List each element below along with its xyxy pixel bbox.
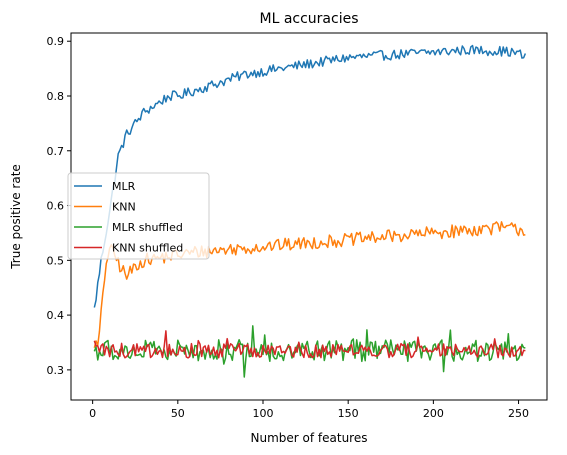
y-tick-label: 0.7 — [47, 145, 65, 158]
legend-label-knn-shuffled: KNN shuffled — [112, 242, 183, 255]
y-tick-label: 0.3 — [47, 364, 65, 377]
x-tick-label: 0 — [89, 407, 96, 420]
legend-label-mlr-shuffled: MLR shuffled — [112, 221, 183, 234]
y-tick-label: 0.5 — [47, 254, 65, 267]
x-axis-title: Number of features — [251, 431, 368, 445]
chart-title: ML accuracies — [259, 11, 358, 27]
legend-label-knn: KNN — [112, 201, 136, 214]
axes-layer: 0 50 100 150 200 250 0.3 0.4 0.5 0.6 0.7 0.8 0.9 — [47, 35, 530, 420]
x-tick-label: 150 — [338, 407, 359, 420]
legend-label-mlr: MLR — [112, 180, 136, 193]
y-tick-label: 0.4 — [47, 309, 65, 322]
legend: MLR KNN MLR shuffled KNN shuffled — [67, 172, 210, 260]
x-tick-label: 200 — [423, 407, 444, 420]
y-tick-label: 0.8 — [47, 90, 65, 103]
x-tick-label: 100 — [253, 407, 274, 420]
series-line-mlr — [93, 44, 527, 308]
y-tick-label: 0.9 — [47, 35, 65, 48]
x-tick-label: 250 — [508, 407, 529, 420]
y-axis-title: True positive rate — [9, 164, 23, 270]
series-line-knn-shuffled — [93, 330, 526, 359]
x-tick-label: 50 — [171, 407, 185, 420]
y-tick-label: 0.6 — [47, 200, 65, 213]
legend-box — [67, 172, 210, 260]
